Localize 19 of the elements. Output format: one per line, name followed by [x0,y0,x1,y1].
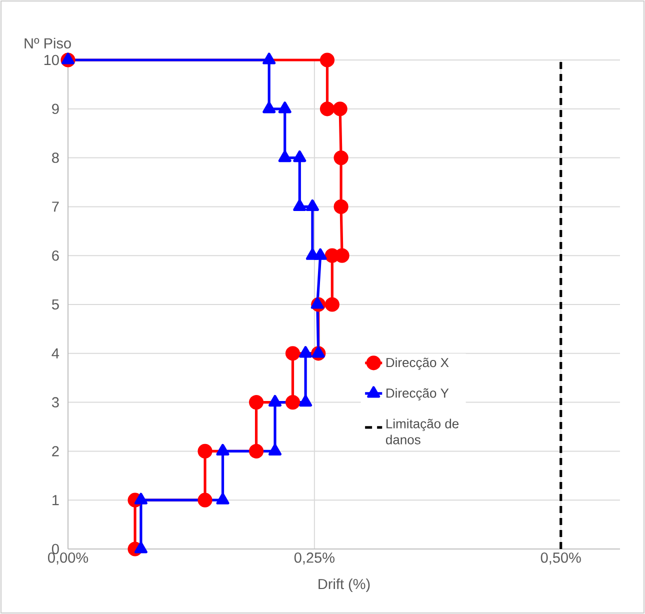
y-tick-label: 7 [52,202,59,212]
legend-label: Direcção X [386,358,449,370]
y-tick-label: 4 [52,348,60,358]
y-tick-label: 2 [52,446,59,456]
y-tick-label: 8 [52,152,59,163]
y-tick-label: 5 [52,299,59,310]
legend-label: Limitação de danos [386,418,459,444]
y-tick-label: 3 [52,397,59,408]
x-tick-label: 0,00% [48,552,88,565]
y-tick-label: 10 [44,54,59,66]
y-axis-title: Nº Piso [24,38,71,48]
legend-label: Direcção Y [386,388,449,400]
x-tick-label: 0,25% [294,552,334,565]
y-tick-label: 0 [52,544,59,554]
y-tick-label: 6 [52,250,59,261]
x-tick-label: 0,50% [540,552,581,565]
y-tick-label: 9 [52,104,59,114]
x-axis-title: Drift (%) [318,578,370,592]
y-tick-label: 1 [52,495,59,506]
